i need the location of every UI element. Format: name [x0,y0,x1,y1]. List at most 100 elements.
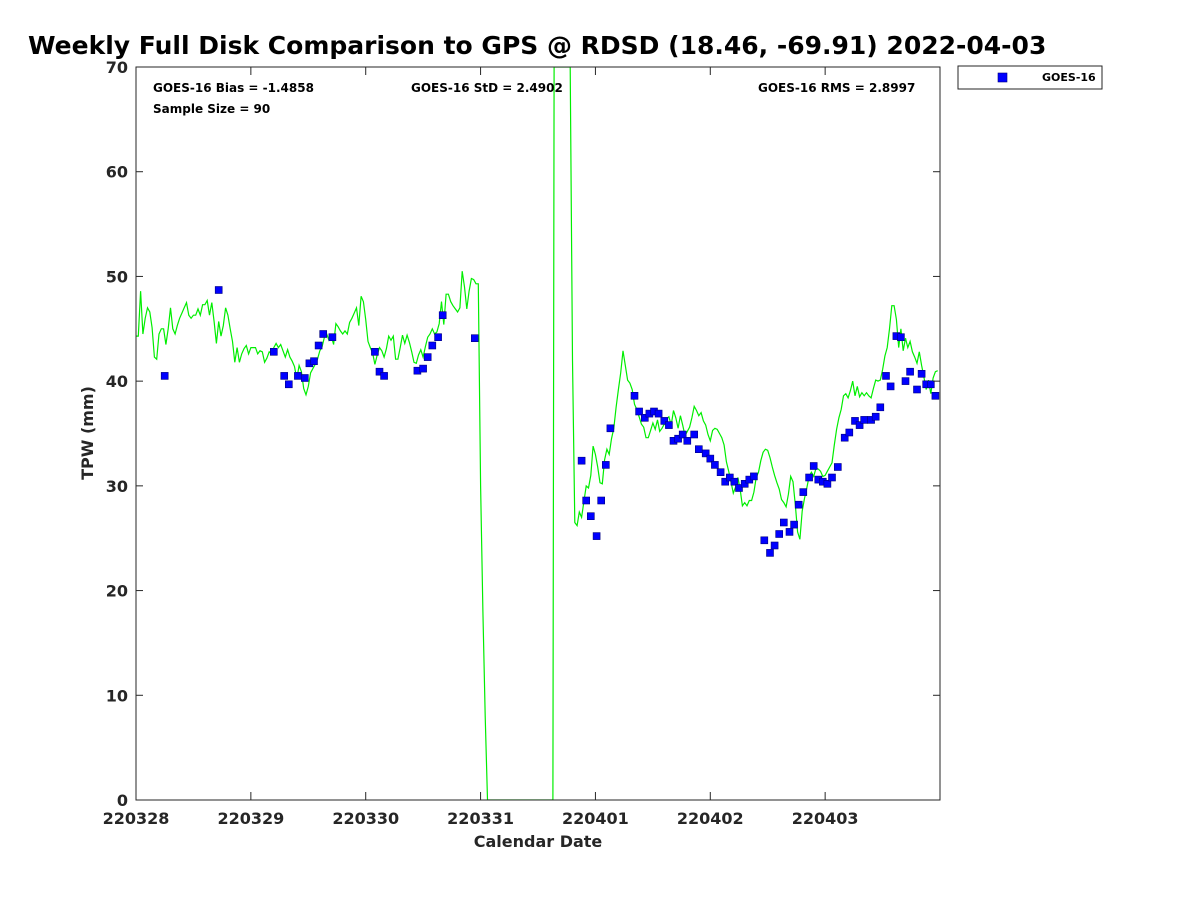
goes-16-point [592,532,601,540]
gps-series-group [136,67,938,800]
goes-16-point [711,461,719,469]
goes-16-point [897,333,905,342]
goes-16-point [805,473,813,482]
gps-series-line [136,67,938,800]
y-tick-label: 70 [106,58,128,77]
goes-16-point [775,530,784,538]
goes-16-point [766,549,774,557]
goes-16-point [735,484,743,492]
goes-16-point [586,512,595,521]
goes-16-point [314,341,323,350]
goes-16-point [606,424,615,433]
goes-16-point [582,496,591,505]
x-tick-label: 220401 [562,809,629,828]
goes-16-point [284,380,293,389]
goes-16-point [906,367,914,376]
goes-16-point [770,541,779,550]
goes-16-point [851,417,859,425]
goes-16-point [716,468,725,477]
goes-16-point [635,407,643,416]
goes-16-point [725,473,734,482]
x-tick-label: 220328 [103,809,170,828]
goes-16-point [601,461,610,469]
chart-title: Weekly Full Disk Comparison to GPS @ RDS… [28,31,1046,60]
goes-16-point [917,369,926,378]
goes-16-point [683,436,692,445]
std-annotation: GOES-16 StD = 2.4902 [411,81,563,95]
goes-16-point [470,334,479,343]
legend-marker-goes-16 [997,72,1008,83]
legend-box [957,65,1103,90]
goes-16-point [840,433,849,442]
rms-annotation: GOES-16 RMS = 2.8997 [758,81,915,95]
x-tick-label: 220402 [677,809,744,828]
goes-16-point [860,416,869,424]
goes-16-point [640,413,649,422]
goes-16-point [214,286,223,294]
goes-16-point [913,385,921,394]
y-tick-label: 10 [106,686,128,705]
goes-16-point [823,479,832,488]
goes-16-point [434,333,442,342]
goes-16-point [423,353,432,361]
goes-16-point [706,454,715,463]
x-axis-label: Calendar Date [474,832,603,851]
goes-16-point [310,357,318,366]
y-tick-label: 30 [106,477,128,496]
x-tick-label: 220331 [447,809,514,828]
x-tick-label: 220330 [332,809,399,828]
goes-16-point [660,417,669,425]
goes-16-point [654,409,663,418]
y-axis: 0 10 20 30 40 50 60 70 [106,58,940,810]
goes-16-point [160,372,169,380]
y-tick-label: 20 [106,582,128,601]
goes-16-point [886,382,895,391]
goes-16-point [319,330,328,338]
goes-16-point [371,347,379,356]
goes-16-point [665,421,673,429]
goes-16-point [428,341,437,350]
goes-16-point [721,477,730,486]
goes-16-point [828,473,836,482]
y-tick-label: 0 [117,791,128,810]
goes-16-point [779,518,788,527]
goes-16-point [694,445,703,454]
goes-16-point [855,421,864,429]
goes-16-point [901,377,910,385]
plot-area [135,66,941,801]
x-tick-label: 220329 [217,809,284,828]
y-tick-label: 50 [106,267,128,286]
goes-16-point [294,372,302,380]
goes-16-point [269,347,278,356]
sample-size-annotation: Sample Size = 90 [153,102,270,116]
goes-16-point [438,311,447,320]
y-axis-label: TPW (mm) [78,386,97,480]
goes-16-point [931,391,940,400]
goes-16-point [674,434,682,443]
goes-16-point [380,372,388,380]
goes-16-point [790,520,798,529]
goes-16-point [794,500,803,509]
goes-16-point [690,430,699,439]
goes-16-point [845,428,854,437]
goes-16-point [876,403,885,412]
goes-16-point [882,372,890,380]
x-tick-label: 220403 [792,809,859,828]
goes-16-point [701,449,710,458]
bias-annotation: GOES-16 Bias = -1.4858 [153,81,314,95]
goes-16-point [597,496,606,505]
x-axis: 220328 220329 220330 220331 220401 220402 2204… [103,67,859,828]
goes-16-point [577,456,586,465]
y-tick-label: 60 [106,163,128,182]
legend: GOES-16 [957,65,1103,90]
goes-16-point [375,367,384,376]
goes-16-point [833,463,842,471]
goes-16-point [740,479,749,488]
goes-16-point [419,364,427,373]
legend-label-goes-16: GOES-16 [1042,71,1096,84]
plot-frame [135,66,941,801]
goes-16-point [750,472,758,481]
goes-16-point [871,412,880,421]
goes-16-point [280,372,289,380]
